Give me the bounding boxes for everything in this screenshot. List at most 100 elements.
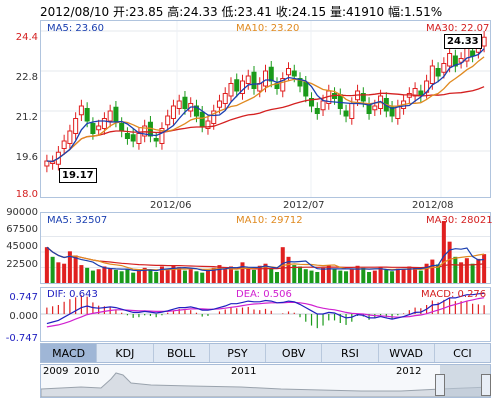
volume-bar: [263, 263, 268, 283]
volume-bar: [292, 265, 297, 283]
tab-kdj[interactable]: KDJ: [97, 344, 154, 362]
vol-ytick: 22500: [6, 259, 38, 270]
candle-body: [429, 65, 435, 84]
candle-body: [470, 50, 476, 57]
dea-line: [46, 297, 485, 328]
candle-body: [73, 118, 79, 134]
candle-body: [320, 100, 326, 111]
volume-bar: [159, 266, 164, 283]
volume-bar: [338, 270, 343, 283]
volume-bar: [436, 264, 441, 283]
ma5-line: [46, 48, 485, 163]
volume-bar: [459, 262, 464, 283]
candle-body: [142, 125, 148, 137]
volume-bar: [211, 267, 216, 283]
tab-rsi[interactable]: RSI: [322, 344, 379, 362]
dif-line: [46, 292, 485, 325]
candle-body: [182, 96, 188, 109]
volume-bar: [142, 267, 147, 283]
nav-label: 2012: [396, 366, 422, 377]
tab-obv[interactable]: OBV: [266, 344, 323, 362]
candle-body: [251, 71, 257, 89]
candle-body: [153, 138, 159, 142]
volume-bar: [413, 267, 418, 283]
macd-chart: [41, 292, 490, 329]
candle-body: [96, 125, 102, 131]
tab-cci[interactable]: CCI: [453, 346, 472, 360]
volume-bar: [136, 270, 141, 283]
volume-bar: [361, 267, 366, 283]
vol-ma30-line: [46, 246, 485, 270]
volume-bar: [286, 256, 291, 283]
low-label: 低:: [221, 5, 238, 19]
volume-bar: [90, 270, 95, 283]
candle-body: [107, 110, 113, 122]
price-panel: MA5: 23.60 MA10: 23.20 MA30: 22.07 24.33…: [40, 20, 491, 198]
volume-bar: [321, 267, 326, 283]
volume-value: 41910: [345, 5, 385, 19]
candle-body: [199, 111, 205, 127]
candle-body: [216, 100, 222, 108]
ma30-line: [46, 86, 485, 163]
volume-bar: [73, 255, 78, 283]
candle-body: [412, 88, 418, 97]
candle-body: [90, 123, 96, 134]
vol-ytick: 67500: [6, 224, 38, 235]
open-label: 开:: [113, 5, 130, 19]
candle-body: [136, 133, 142, 144]
tab-psy[interactable]: PSY: [210, 344, 266, 362]
volume-bar: [367, 271, 372, 283]
vol-ma30-legend: MA30: 28021: [426, 215, 493, 226]
navigator-right-handle[interactable]: [481, 374, 491, 396]
volume-bar: [424, 263, 429, 283]
candle-body: [245, 75, 251, 84]
volume-bar: [200, 272, 205, 283]
tab-macd[interactable]: MACD: [41, 344, 98, 362]
candle-body: [337, 94, 343, 109]
range-navigator[interactable]: 2009 2010 2011 2012: [40, 364, 491, 398]
volume-bar: [148, 269, 153, 283]
volume-bar: [482, 254, 487, 283]
quote-header: 2012/08/10 开:23.85 高:24.33 低:23.41 收:24.…: [40, 3, 442, 20]
candle-body: [211, 110, 217, 124]
nav-label: 2010: [74, 366, 100, 377]
candle-body: [222, 93, 228, 104]
vol-ma5-legend: MA5: 32507: [47, 215, 108, 226]
x-label: 2012/06: [150, 200, 192, 211]
candle-body: [176, 100, 182, 109]
navigator-left-handle[interactable]: [435, 374, 445, 396]
volume-bar: [355, 265, 360, 283]
tab-wvad[interactable]: WVAD: [379, 344, 435, 362]
volume-bar: [332, 269, 337, 283]
volume-bar: [85, 267, 90, 283]
volume-bar: [470, 263, 475, 283]
candle-body: [165, 115, 171, 126]
volume-bar: [44, 247, 49, 283]
x-label: 2012/07: [283, 200, 325, 211]
quote-date: 2012/08/10: [40, 5, 110, 19]
volume-bar: [246, 267, 251, 283]
candle-body: [349, 103, 355, 119]
candle-body: [303, 81, 309, 97]
candle-body: [314, 108, 320, 114]
dif-legend: DIF: 0.643: [47, 289, 98, 300]
nav-label: 2011: [231, 366, 257, 377]
volume-bar: [188, 269, 193, 283]
volume-bar: [407, 266, 412, 283]
candle-body: [452, 55, 458, 67]
high-label: 高:: [167, 5, 184, 19]
volume-bar: [344, 271, 349, 283]
candle-body: [297, 78, 303, 87]
open-value: 23.85: [129, 5, 164, 19]
tab-boll[interactable]: BOLL: [154, 344, 210, 362]
candle-body: [360, 93, 366, 102]
volume-bar: [223, 268, 228, 283]
volume-bar: [309, 270, 314, 283]
candle-body: [205, 120, 211, 129]
volume-bar: [441, 221, 446, 283]
volume-bar: [269, 268, 274, 283]
volume-bar: [177, 267, 182, 283]
vol-ma10-legend: MA10: 29712: [236, 215, 303, 226]
volume-bar: [194, 271, 199, 283]
macd-ytick: -0.747: [5, 333, 38, 344]
